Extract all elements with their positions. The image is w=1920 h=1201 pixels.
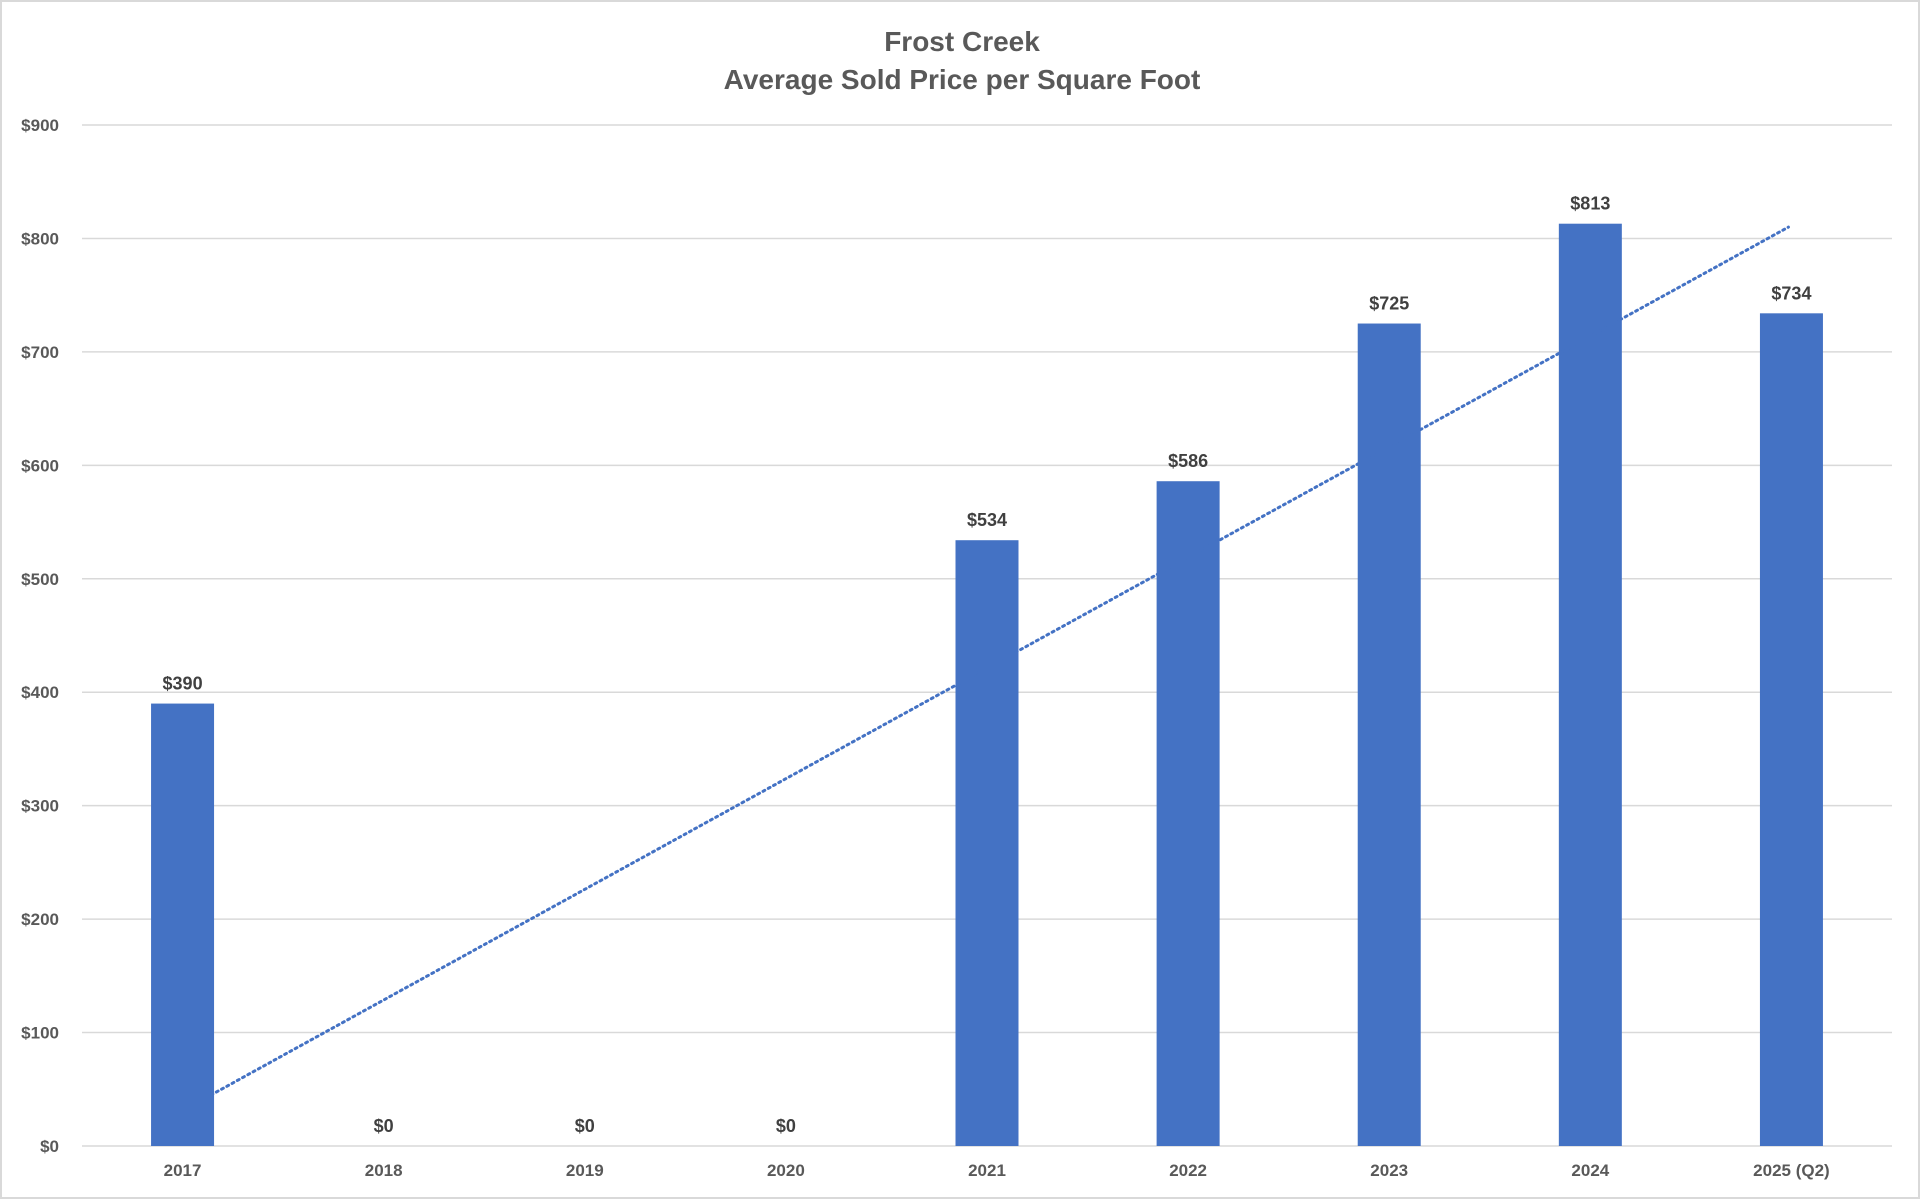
x-tick-label: 2021 bbox=[968, 1161, 1006, 1180]
bar bbox=[1558, 223, 1622, 1147]
x-tick-label: 2017 bbox=[164, 1161, 202, 1180]
trendline-path bbox=[209, 225, 1790, 1097]
x-tick-label: 2024 bbox=[1571, 1161, 1609, 1180]
bars bbox=[151, 223, 1823, 1147]
bar bbox=[1357, 323, 1421, 1146]
y-tick-label: $300 bbox=[21, 797, 59, 816]
y-tick-label: $400 bbox=[21, 683, 59, 702]
chart-subtitle: Average Sold Price per Square Foot bbox=[724, 64, 1201, 95]
y-tick-label: $200 bbox=[21, 910, 59, 929]
x-tick-label: 2022 bbox=[1169, 1161, 1207, 1180]
bar bbox=[1759, 313, 1823, 1147]
y-axis-ticks: $0 $100 $200 $300 $400 $500 $600 $700 $800 $900 bbox=[21, 116, 59, 1156]
x-tick-label: 2019 bbox=[566, 1161, 604, 1180]
bar bbox=[1156, 481, 1220, 1146]
x-tick-label: 2018 bbox=[365, 1161, 403, 1180]
data-label: $734 bbox=[1771, 283, 1811, 303]
trendline bbox=[209, 225, 1790, 1097]
y-tick-label: $0 bbox=[40, 1137, 59, 1156]
x-tick-label: 2020 bbox=[767, 1161, 805, 1180]
data-labels: $390 $0 $0 $0 $534 $586 $725 $813 $734 bbox=[163, 194, 1812, 1136]
y-tick-label: $700 bbox=[21, 343, 59, 362]
data-label: $725 bbox=[1369, 294, 1409, 314]
data-label: $0 bbox=[374, 1116, 394, 1136]
bar bbox=[151, 703, 215, 1146]
y-tick-label: $600 bbox=[21, 456, 59, 475]
x-tick-label: 2025 (Q2) bbox=[1753, 1161, 1830, 1180]
data-label: $534 bbox=[967, 510, 1007, 530]
x-tick-label: 2023 bbox=[1370, 1161, 1408, 1180]
data-label: $586 bbox=[1168, 451, 1208, 471]
data-label: $0 bbox=[575, 1116, 595, 1136]
bar bbox=[955, 540, 1019, 1146]
data-label: $0 bbox=[776, 1116, 796, 1136]
chart-title: Frost Creek bbox=[884, 26, 1040, 57]
y-tick-label: $100 bbox=[21, 1024, 59, 1043]
y-tick-label: $500 bbox=[21, 570, 59, 589]
x-axis-ticks: 2017 2018 2019 2020 2021 2022 2023 2024 2025 (Q2… bbox=[164, 1161, 1830, 1180]
data-label: $813 bbox=[1570, 194, 1610, 214]
y-tick-label: $900 bbox=[21, 116, 59, 135]
data-label: $390 bbox=[163, 674, 203, 694]
y-tick-label: $800 bbox=[21, 229, 59, 248]
